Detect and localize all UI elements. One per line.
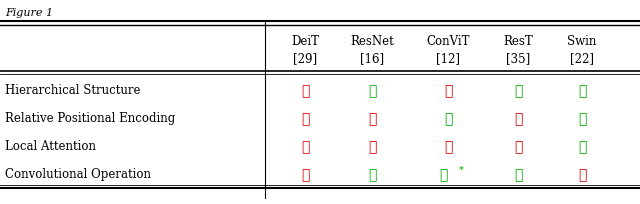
Text: ✓: ✓ <box>514 167 522 181</box>
Text: ResNet: ResNet <box>350 35 394 48</box>
Text: ✗: ✗ <box>578 167 586 181</box>
Text: ✗: ✗ <box>514 111 522 125</box>
Text: ✗: ✗ <box>301 167 309 181</box>
Text: [12]: [12] <box>436 52 460 65</box>
Text: ✗: ✗ <box>301 84 309 98</box>
Text: DeiT: DeiT <box>291 35 319 48</box>
Text: [16]: [16] <box>360 52 384 65</box>
Text: Figure 1: Figure 1 <box>5 8 53 18</box>
Text: ConViT: ConViT <box>426 35 470 48</box>
Text: ✗: ✗ <box>444 84 452 98</box>
Text: [29]: [29] <box>293 52 317 65</box>
Text: ✓: ✓ <box>578 139 586 153</box>
Text: ✓: ✓ <box>368 84 376 98</box>
Text: ✗: ✗ <box>368 111 376 125</box>
Text: ResT: ResT <box>503 35 533 48</box>
Text: ✓: ✓ <box>578 84 586 98</box>
Text: [35]: [35] <box>506 52 530 65</box>
Text: ✗: ✗ <box>368 139 376 153</box>
Text: ✗: ✗ <box>444 139 452 153</box>
Text: [22]: [22] <box>570 52 594 65</box>
Text: ✗: ✗ <box>514 139 522 153</box>
Text: ✓: ✓ <box>368 167 376 181</box>
Text: ✗: ✗ <box>301 139 309 153</box>
Text: ✓: ✓ <box>444 111 452 125</box>
Text: ✓: ✓ <box>578 111 586 125</box>
Text: Swin: Swin <box>567 35 596 48</box>
Text: ✓: ✓ <box>514 84 522 98</box>
Text: Relative Positional Encoding: Relative Positional Encoding <box>5 112 175 125</box>
Text: ✓: ✓ <box>439 167 447 181</box>
Text: Local Attention: Local Attention <box>5 140 96 153</box>
Text: Convolutional Operation: Convolutional Operation <box>5 168 151 181</box>
Text: *: * <box>459 165 463 174</box>
Text: ✗: ✗ <box>301 111 309 125</box>
Text: Hierarchical Structure: Hierarchical Structure <box>5 84 141 97</box>
